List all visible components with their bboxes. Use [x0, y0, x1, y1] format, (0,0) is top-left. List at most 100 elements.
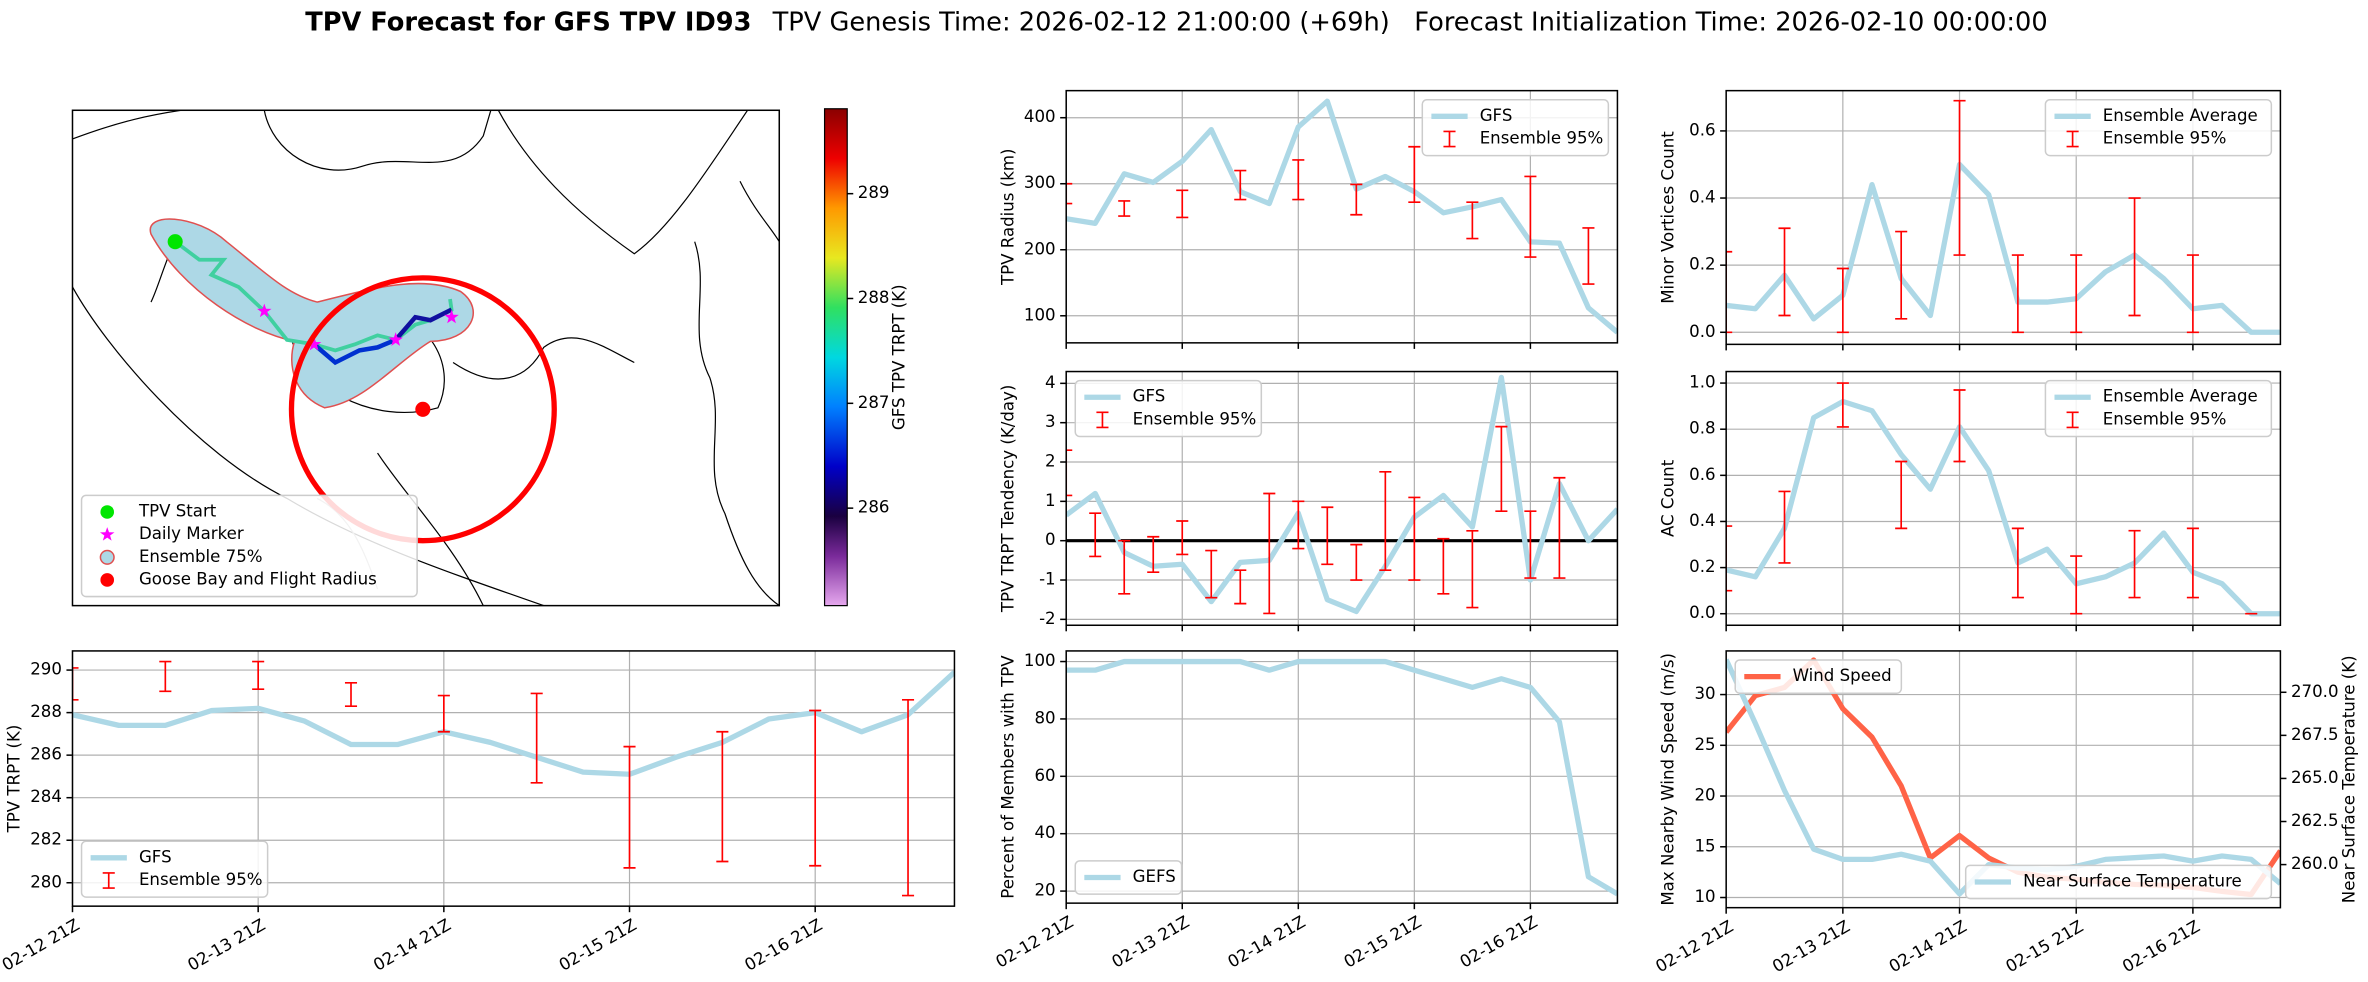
error-bar — [623, 745, 636, 869]
axes-frame — [1065, 89, 1619, 344]
subtitle: TPV Genesis Time: 2026-02-12 21:00:00 (+… — [772, 7, 2048, 37]
error-bar — [1176, 189, 1189, 219]
y2-tick-label: 270.0 — [2291, 682, 2339, 701]
series-line — [1066, 98, 1618, 335]
error-bar — [2070, 254, 2083, 334]
y-tick-label: 0.4 — [1689, 511, 1715, 530]
y-tick-label: 15 — [1694, 836, 1715, 855]
series-line — [1066, 374, 1618, 615]
y2-tick-label: 262.5 — [2291, 811, 2339, 830]
colorbar — [823, 108, 848, 607]
error-bar — [2011, 527, 2024, 599]
legend-label: Ensemble 75% — [139, 547, 263, 566]
axes-frame — [1065, 650, 1619, 904]
colorbar-tick-label: 288 — [858, 288, 890, 307]
axes: 20 40 60 80 100 02-12 21Z 02-13 21Z 02-14 21Z 02… — [992, 650, 1619, 972]
error-bar — [1953, 389, 1966, 463]
y-tick-label: 25 — [1694, 735, 1715, 754]
legend-label: GFS — [139, 847, 172, 866]
y-tick-label: 100 — [1024, 651, 1056, 670]
legend-box — [1074, 860, 1183, 895]
axes: 10 15 20 25 30 260.0 262.5 265.0 267.5 270.0 02-12… — [1652, 650, 2358, 976]
legend-label: Goose Bay and Flight Radius — [139, 569, 377, 588]
y-tick-label: 0.8 — [1689, 419, 1715, 438]
error-bar — [1066, 449, 1073, 497]
coastline — [497, 110, 749, 255]
error-bar — [344, 682, 358, 708]
error-bar — [1292, 159, 1305, 201]
legend-label: Ensemble 95% — [2103, 128, 2227, 147]
legend-label: GEFS — [1133, 867, 1176, 886]
track — [393, 307, 453, 342]
y-tick-label: 284 — [30, 787, 62, 806]
error-bar — [1524, 175, 1537, 258]
error-bar — [1205, 549, 1218, 599]
y-tick-label: 288 — [30, 702, 62, 721]
error-bar — [1066, 182, 1073, 205]
legend-label: Ensemble 95% — [1133, 409, 1257, 428]
error-bar — [809, 709, 822, 867]
track — [174, 240, 454, 353]
y-tick-label: 282 — [30, 830, 62, 849]
axes-frame — [1725, 89, 2282, 346]
y-tick-label: 2 — [1045, 452, 1056, 471]
legend-label: Ensemble 95% — [139, 870, 263, 889]
x-tick-label: 02-12 21Z — [0, 915, 83, 974]
error-bar — [437, 694, 450, 733]
y-tick-label: 400 — [1024, 107, 1056, 126]
y-tick-label: 0.6 — [1689, 120, 1715, 139]
title: TPV Forecast for GFS TPV ID93 — [305, 7, 751, 37]
axes-frame — [1065, 370, 1619, 627]
legend-label: Wind Speed — [1793, 666, 1892, 685]
error-bar — [1176, 520, 1189, 556]
legend-handle — [1096, 411, 1109, 429]
x-tick-label: 02-14 21Z — [370, 915, 454, 974]
error-bar — [1553, 476, 1566, 579]
y-tick-label: 1 — [1045, 491, 1056, 510]
y-tick-label: 0 — [1045, 530, 1056, 549]
error-bar — [1089, 512, 1102, 558]
y-tick-label: 40 — [1034, 823, 1055, 842]
x-tick-label: 02-15 21Z — [556, 915, 640, 974]
y-tick-label: 0.6 — [1689, 465, 1715, 484]
error-bar — [1292, 500, 1305, 550]
legend-label: Ensemble Average — [2103, 387, 2258, 406]
plot-marks — [1726, 382, 2281, 617]
error-bar — [716, 730, 729, 863]
error-bar — [1379, 471, 1392, 572]
y-tick-label: 200 — [1024, 239, 1056, 258]
axes: -2 -1 0 1 2 3 4 TPV TRPT Tendency (K/day) GFS Ens… — [998, 370, 1619, 632]
y-tick-label: 290 — [30, 660, 62, 679]
error-bar — [2128, 529, 2141, 599]
plot-marks — [1066, 98, 1618, 335]
legend-label: GFS — [1133, 387, 1166, 406]
error-bar — [1234, 569, 1247, 605]
legend-box — [2044, 379, 2273, 438]
legend-box — [80, 840, 269, 898]
legend-box — [2044, 98, 2273, 157]
track — [312, 337, 397, 366]
x-tick-label: 02-16 21Z — [1457, 912, 1541, 971]
legend-marker — [100, 573, 115, 587]
x-tick-label: 02-14 21Z — [1886, 917, 1970, 976]
error-bar — [252, 660, 265, 691]
error-bar — [1895, 460, 1908, 530]
axes: 0.0 0.2 0.4 0.6 Minor Vortices Count Ensemble… — [1658, 89, 2282, 351]
legend-label: Daily Marker — [139, 524, 244, 543]
legend-label: GFS — [1480, 106, 1513, 125]
y-axis-label: AC Count — [1658, 459, 1677, 537]
coastline — [263, 110, 492, 171]
y-tick-label: 1.0 — [1689, 373, 1715, 392]
error-bar — [1118, 539, 1131, 595]
series-line — [1726, 398, 2281, 617]
map-annotations: TPV Start Daily Marker Ensemble 75% Goose B… — [80, 183, 909, 598]
error-bar — [1263, 492, 1276, 615]
colorbar-tick-label: 287 — [858, 393, 890, 412]
y-tick-label: 0.2 — [1689, 255, 1715, 274]
y-tick-label: 30 — [1694, 684, 1715, 703]
axes-frame — [1725, 650, 2282, 909]
tpv-start — [167, 234, 183, 250]
x-tick-label: 02-13 21Z — [1769, 917, 1853, 976]
legend-box — [1734, 659, 1903, 694]
